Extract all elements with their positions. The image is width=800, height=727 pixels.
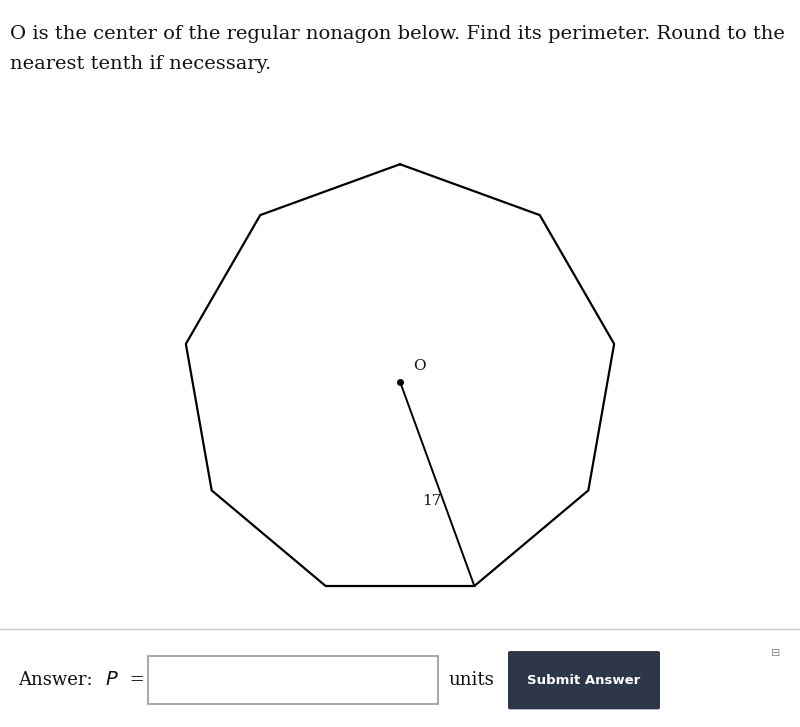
- Text: O is the center of the regular nonagon below. Find its perimeter. Round to the: O is the center of the regular nonagon b…: [10, 25, 786, 44]
- FancyBboxPatch shape: [148, 656, 438, 704]
- Text: nearest tenth if necessary.: nearest tenth if necessary.: [10, 55, 272, 73]
- Text: 17: 17: [422, 494, 442, 507]
- Text: Answer:: Answer:: [18, 671, 104, 689]
- Text: units: units: [448, 671, 494, 689]
- Text: Submit Answer: Submit Answer: [527, 674, 641, 687]
- Text: ⊟: ⊟: [770, 648, 780, 657]
- Text: $P$: $P$: [105, 671, 118, 689]
- Text: O: O: [413, 359, 426, 373]
- FancyBboxPatch shape: [508, 651, 660, 710]
- Text: =: =: [124, 671, 145, 689]
